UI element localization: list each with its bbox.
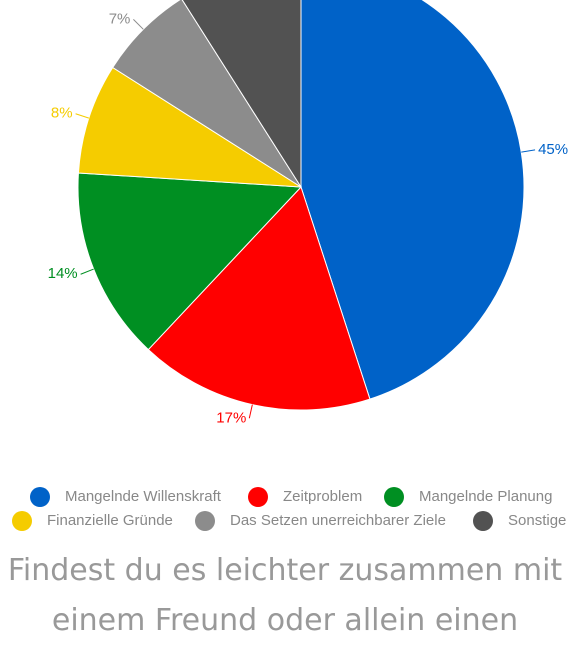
pie-slice xyxy=(112,0,302,188)
leader-line xyxy=(133,19,144,30)
legend-swatch xyxy=(12,511,32,531)
slice-label: 8% xyxy=(51,105,73,122)
legend-label: Finanzielle Gründe xyxy=(47,512,173,529)
leader-line xyxy=(248,404,253,419)
legend-swatch xyxy=(384,487,404,507)
pie-slice xyxy=(300,0,525,400)
legend-label: Mangelnde Planung xyxy=(419,488,552,505)
legend-swatch xyxy=(195,511,215,531)
legend-swatch xyxy=(473,511,493,531)
chart: 45% 17% 14% 8% 7% Mangelnde Willenskraft Zeitp… xyxy=(12,0,568,531)
question-line: Findest du es leichter zusammen mit xyxy=(7,553,563,588)
slice-label: 17% xyxy=(216,409,246,426)
legend-label: Das Setzen unerreichbarer Ziele xyxy=(230,512,446,529)
legend-label: Mangelnde Willenskraft xyxy=(65,488,222,505)
slice-label: 14% xyxy=(48,265,78,282)
slice-label: 7% xyxy=(109,10,131,27)
leader-line xyxy=(521,149,536,153)
legend-label: Sonstige xyxy=(508,512,566,529)
pie-slice xyxy=(77,66,302,188)
leader-line xyxy=(75,113,90,119)
question-line: einem Freund oder allein einen xyxy=(51,603,519,638)
legend-label: Zeitproblem xyxy=(283,488,362,505)
leader-line xyxy=(80,268,94,275)
pie-slice xyxy=(181,0,302,189)
slice-label: 45% xyxy=(538,141,568,158)
legend-swatch xyxy=(30,487,50,507)
legend-swatch xyxy=(248,487,268,507)
